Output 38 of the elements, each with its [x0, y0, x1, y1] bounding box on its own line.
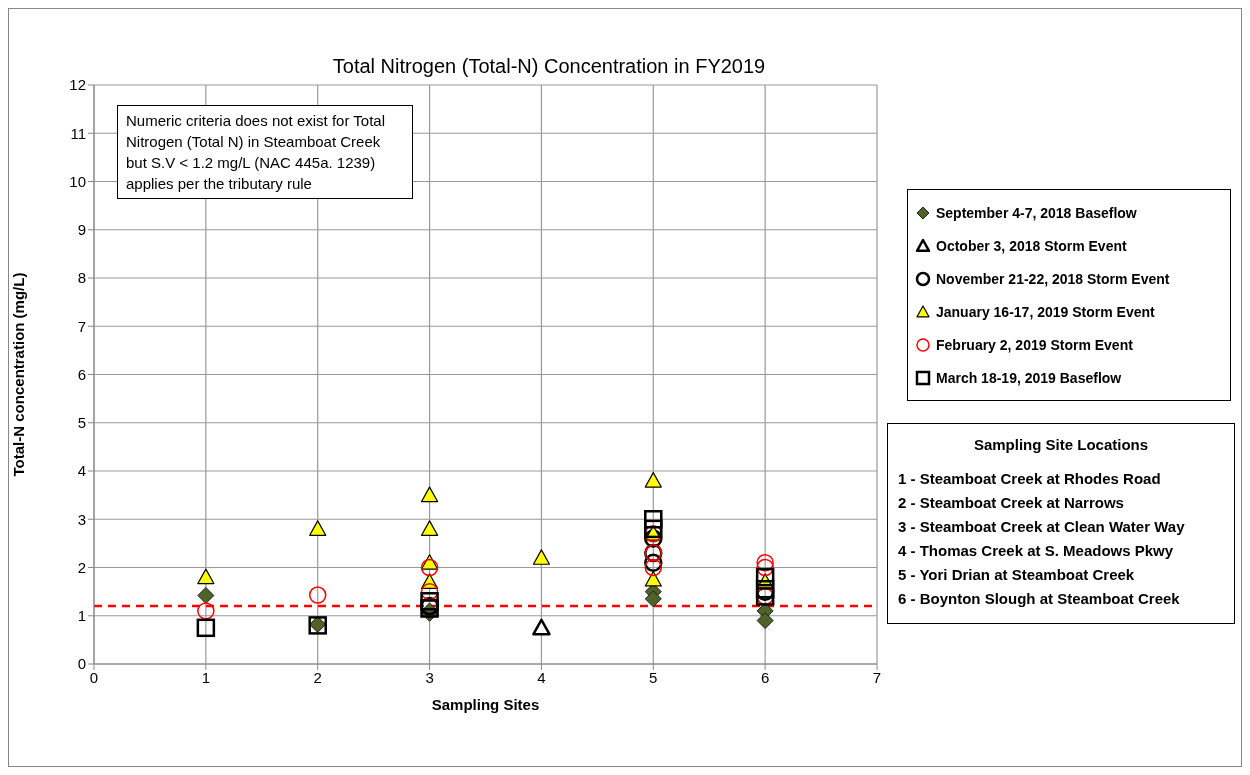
legend-label: March 18-19, 2019 Baseflow — [936, 369, 1122, 386]
text: 4 - Thomas Creek at S. Meadows Pkwy — [898, 541, 1175, 561]
y-tick-label: 1 — [77, 607, 86, 625]
x-tick-label: 2 — [313, 668, 322, 686]
x-tick-label: 4 — [537, 668, 546, 686]
y-tick-label: 7 — [77, 317, 86, 335]
legend-label: January 16-17, 2019 Storm Event — [936, 303, 1155, 320]
legend-label: October 3, 2018 Storm Event — [936, 237, 1127, 254]
legend-label: September 4-7, 2018 Baseflow — [936, 204, 1137, 221]
y-tick-label: 4 — [77, 462, 86, 480]
y-tick-label: 11 — [70, 124, 86, 142]
text: 3 - Steamboat Creek at Clean Water Way — [898, 517, 1186, 537]
x-tick-label: 1 — [201, 668, 211, 686]
y-tick-label: 9 — [77, 221, 86, 239]
y-tick-label: 10 — [69, 172, 86, 190]
text: 5 - Yori Drian at Steamboat Creek — [898, 565, 1136, 585]
x-tick-label: 6 — [760, 668, 770, 686]
y-tick-label: 0 — [77, 655, 86, 673]
y-tick-label: 3 — [77, 510, 86, 528]
legend-label: February 2, 2019 Storm Event — [936, 336, 1133, 353]
annotation: Numeric criteria does not exist for Total Nitrogen (Total N) in Steamboat Creek but S.V < 1.2 mg/L (NAC 445a. 1239) applies per the tributary rule — [117, 105, 413, 199]
text: 1 - Steamboat Creek at Rhodes Road — [898, 469, 1162, 489]
y-tick-label: 12 — [69, 76, 86, 94]
x-tick-label: 7 — [872, 668, 882, 686]
y-tick-label: 5 — [77, 414, 86, 432]
legend-label: November 21-22, 2018 Storm Event — [936, 270, 1170, 287]
text: Sampling Site Locations — [972, 436, 1150, 453]
y-axis-title: Total-N concentration (mg/L) — [10, 272, 28, 477]
x-axis-title: Sampling Sites — [431, 696, 540, 713]
text: 2 - Steamboat Creek at Narrows — [898, 493, 1125, 513]
x-tick-label: 5 — [649, 668, 658, 686]
y-tick-label: 8 — [77, 269, 86, 287]
text: 6 - Boynton Slough at Steamboat Creek — [898, 589, 1181, 609]
y-tick-label: 6 — [77, 365, 86, 383]
x-tick-label: 3 — [425, 668, 434, 686]
chart-title: Total Nitrogen (Total-N) Concentration in FY2019 — [331, 55, 767, 78]
x-tick-label: 0 — [89, 668, 99, 686]
y-tick-label: 2 — [77, 558, 86, 576]
